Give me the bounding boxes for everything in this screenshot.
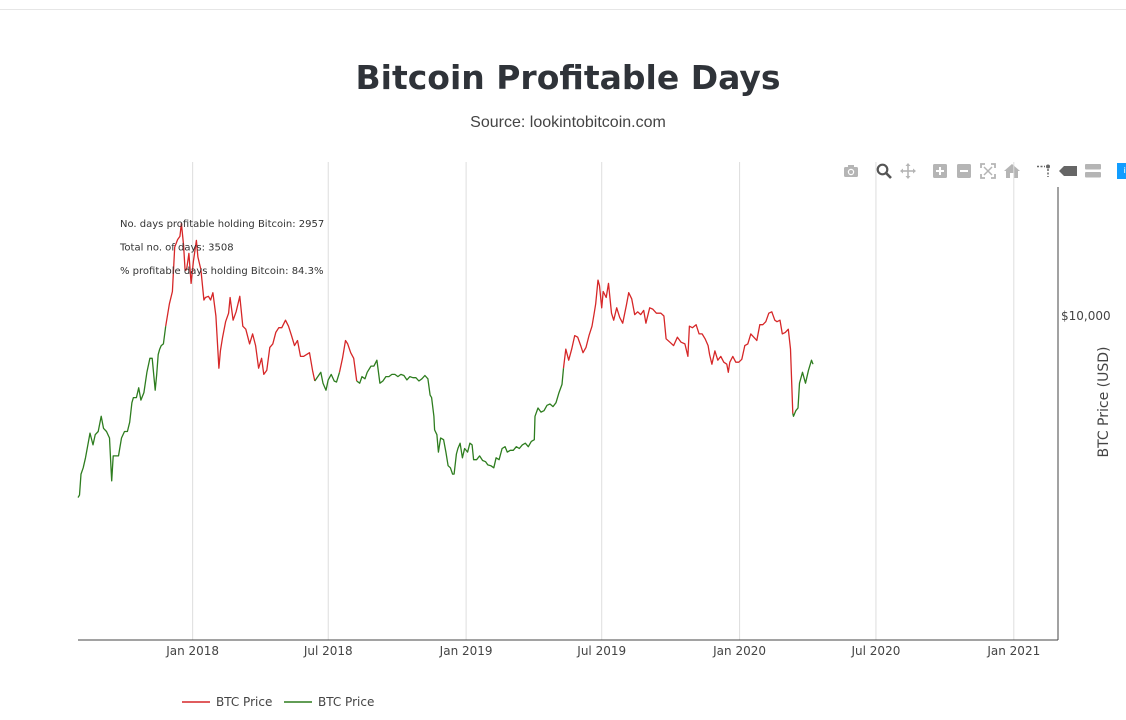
unprofitable-price-line[interactable]	[77, 326, 167, 498]
legend-label: BTC Price	[216, 695, 272, 709]
grid-lines	[192, 162, 1015, 640]
x-tick-label: Jul 2019	[576, 644, 626, 658]
legend-item[interactable]: BTC Price	[284, 695, 374, 709]
hover-closest-icon[interactable]	[1057, 160, 1079, 182]
profitable-price-line[interactable]	[562, 279, 794, 414]
x-tick-label: Jul 2018	[303, 644, 353, 658]
legend-item[interactable]: BTC Price	[182, 695, 272, 709]
plotly-logo-icon[interactable]: ili	[1117, 163, 1126, 179]
y-tick-labels: $10,000	[1061, 309, 1111, 323]
axes	[78, 187, 1059, 641]
x-tick-labels: Jan 2018 Jul 2018 Jan 2019 Jul 2019 Jan 2020…	[165, 644, 1040, 658]
reset-axes-icon[interactable]	[1001, 160, 1023, 182]
unprofitable-price-line[interactable]	[314, 371, 341, 391]
legend-label: BTC Price	[318, 695, 374, 709]
hover-compare-icon[interactable]	[1081, 160, 1103, 182]
profitable-price-line[interactable]	[165, 222, 316, 382]
x-tick-label: Jul 2020	[851, 644, 901, 658]
stat-annotations: No. days profitable holding Bitcoin: 295…	[119, 219, 324, 277]
top-rule	[0, 9, 1126, 10]
x-tick-label: Jan 2018	[165, 644, 219, 658]
page-title: Bitcoin Profitable Days	[355, 58, 781, 97]
zoom-out-icon[interactable]	[953, 160, 975, 182]
stat-annotation: % profitable days holding Bitcoin: 84.3%	[120, 266, 323, 277]
zoom-in-icon[interactable]	[929, 160, 951, 182]
x-tick-label: Jan 2019	[439, 644, 493, 658]
price-series	[77, 222, 814, 498]
zoom-icon[interactable]	[873, 160, 895, 182]
autoscale-icon[interactable]	[977, 160, 999, 182]
stat-annotation: No. days profitable holding Bitcoin: 295…	[120, 219, 324, 230]
x-tick-label: Jan 2021	[986, 644, 1040, 658]
y-tick-label: $10,000	[1061, 309, 1111, 323]
page-subtitle: Source: lookintobitcoin.com	[470, 114, 666, 131]
unprofitable-price-line[interactable]	[356, 359, 565, 475]
spike-lines-icon[interactable]	[1033, 160, 1055, 182]
unprofitable-price-line[interactable]	[792, 359, 814, 417]
pan-icon[interactable]	[897, 160, 919, 182]
y-axis-title: BTC Price (USD)	[1096, 346, 1112, 457]
x-tick-label: Jan 2020	[712, 644, 766, 658]
legend: BTC Price BTC Price	[182, 695, 374, 709]
stat-annotation: Total no. of days: 3508	[119, 243, 234, 254]
camera-icon[interactable]	[840, 160, 862, 182]
profitable-price-line[interactable]	[338, 339, 358, 382]
